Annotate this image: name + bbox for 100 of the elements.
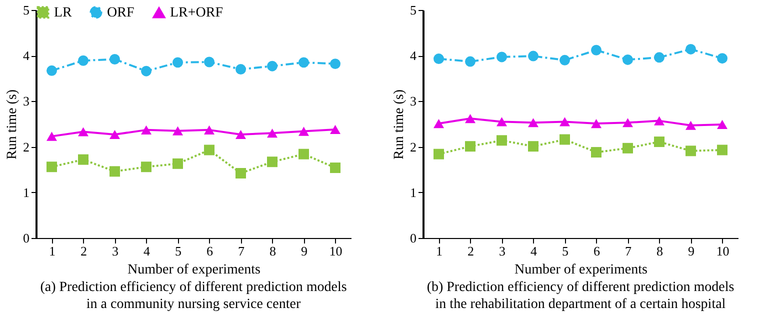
point — [172, 57, 183, 68]
x-tick-label: 1 — [436, 244, 442, 258]
point — [46, 132, 57, 141]
point — [110, 166, 120, 177]
point — [330, 162, 340, 174]
point — [78, 127, 88, 136]
text: (b) Prediction efficiency of different prediction models in the rehabilitation department of a certain hospital — [426, 280, 734, 312]
y-tick-label: 0 — [23, 230, 30, 246]
point — [622, 54, 633, 65]
x-tick-label: 9 — [688, 244, 694, 258]
point — [717, 53, 728, 64]
point — [141, 162, 152, 172]
point — [717, 120, 728, 129]
point — [298, 57, 309, 68]
x-tick-label: 8 — [656, 244, 663, 258]
x-tick-label: 4 — [144, 244, 150, 258]
x-tick-label: 7 — [625, 244, 632, 258]
x-tick-label: 4 — [530, 244, 538, 258]
point — [434, 54, 444, 64]
point — [298, 148, 309, 160]
y-axis-title: Run time (s) — [392, 89, 407, 160]
legend-label: ORF — [107, 5, 134, 20]
point — [46, 65, 57, 76]
point — [686, 120, 696, 130]
point — [528, 50, 538, 62]
y-tick-label: 0 — [410, 230, 416, 246]
point — [591, 119, 602, 128]
point — [496, 135, 507, 146]
point — [622, 118, 633, 128]
x-tick-label: 7 — [238, 244, 245, 258]
point — [686, 146, 696, 156]
point — [236, 130, 246, 140]
x-tick-label: 5 — [175, 244, 182, 258]
y-tick-label: 5 — [410, 2, 416, 18]
point — [110, 54, 120, 64]
text: (a) Prediction efficiency of different prediction models in a community nursing service center — [40, 280, 347, 312]
point — [496, 52, 507, 62]
y-tick-label: 2 — [23, 139, 30, 154]
legend-label: LR+ORF — [170, 6, 224, 21]
point — [141, 66, 152, 76]
y-tick-label: 3 — [23, 94, 30, 109]
point — [654, 116, 664, 126]
point — [528, 141, 538, 152]
x-tick-label: 3 — [112, 244, 118, 258]
x-tick-label: 6 — [594, 244, 600, 258]
x-tick-label: 6 — [206, 244, 214, 258]
point — [141, 125, 152, 134]
point — [78, 55, 88, 66]
point — [686, 44, 696, 54]
point — [622, 142, 633, 154]
y-tick-label: 4 — [410, 48, 417, 64]
point — [204, 144, 214, 156]
point — [172, 126, 183, 136]
x-tick-label: 10 — [716, 244, 730, 258]
point — [204, 56, 214, 68]
point — [46, 162, 57, 172]
point — [528, 118, 538, 128]
x-tick-label: 10 — [329, 244, 342, 258]
point — [330, 58, 340, 70]
point — [465, 114, 476, 124]
point — [172, 158, 183, 169]
point — [496, 117, 507, 126]
x-tick-label: 5 — [562, 244, 568, 258]
y-tick-label: 1 — [410, 184, 416, 200]
legend-label: LR — [54, 5, 73, 20]
point — [465, 56, 476, 67]
point — [204, 125, 214, 134]
y-axis-title: Run time (s) — [5, 89, 20, 160]
y-tick-label: 4 — [23, 48, 30, 64]
point — [560, 54, 570, 66]
x-tick-label: 3 — [499, 244, 506, 258]
x-tick-label: 9 — [301, 244, 308, 258]
y-tick-label: 2 — [410, 139, 416, 154]
point — [560, 117, 570, 126]
point — [654, 52, 664, 63]
point — [465, 141, 476, 152]
point — [330, 124, 340, 134]
point — [298, 126, 309, 136]
point — [110, 130, 120, 140]
point — [560, 134, 570, 145]
point — [267, 60, 278, 72]
point — [591, 44, 602, 56]
x-tick-label: 2 — [80, 244, 87, 258]
x-axis-title: Number of experiments — [514, 262, 648, 278]
y-tick-label: 3 — [410, 94, 416, 109]
x-tick-label: 8 — [270, 244, 276, 258]
point — [434, 148, 444, 160]
point — [267, 156, 278, 168]
point — [717, 144, 728, 156]
point — [267, 128, 278, 138]
y-tick-label: 1 — [23, 184, 30, 200]
point — [236, 64, 246, 75]
point — [654, 136, 664, 148]
point — [236, 168, 246, 178]
y-tick-label: 5 — [23, 2, 30, 18]
point — [591, 147, 602, 158]
point — [434, 119, 444, 128]
x-tick-label: 1 — [49, 244, 56, 258]
x-axis-title: Number of experiments — [128, 262, 260, 278]
point — [78, 154, 88, 165]
